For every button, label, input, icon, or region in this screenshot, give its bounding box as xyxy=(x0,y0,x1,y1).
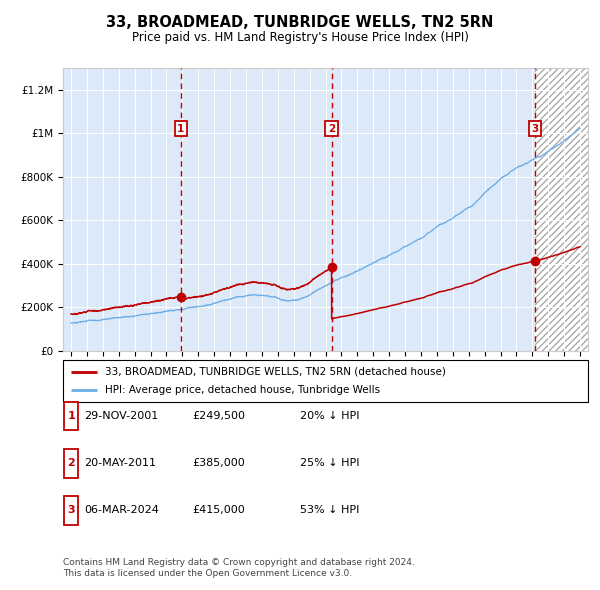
Text: 1: 1 xyxy=(68,411,75,421)
Text: 2: 2 xyxy=(328,124,335,134)
Text: 20% ↓ HPI: 20% ↓ HPI xyxy=(300,411,359,421)
Text: Price paid vs. HM Land Registry's House Price Index (HPI): Price paid vs. HM Land Registry's House … xyxy=(131,31,469,44)
Text: 3: 3 xyxy=(532,124,539,134)
FancyBboxPatch shape xyxy=(63,360,588,402)
Text: 1: 1 xyxy=(177,124,185,134)
Text: 33, BROADMEAD, TUNBRIDGE WELLS, TN2 5RN: 33, BROADMEAD, TUNBRIDGE WELLS, TN2 5RN xyxy=(106,15,494,30)
Text: 06-MAR-2024: 06-MAR-2024 xyxy=(84,506,159,515)
FancyBboxPatch shape xyxy=(64,449,79,477)
Text: 3: 3 xyxy=(68,506,75,515)
FancyBboxPatch shape xyxy=(64,496,79,525)
Text: HPI: Average price, detached house, Tunbridge Wells: HPI: Average price, detached house, Tunb… xyxy=(105,385,380,395)
FancyBboxPatch shape xyxy=(64,402,79,430)
Text: 20-MAY-2011: 20-MAY-2011 xyxy=(84,458,156,468)
Text: 53% ↓ HPI: 53% ↓ HPI xyxy=(300,506,359,515)
Text: 25% ↓ HPI: 25% ↓ HPI xyxy=(300,458,359,468)
Text: 2: 2 xyxy=(68,458,75,468)
Text: £415,000: £415,000 xyxy=(192,506,245,515)
Text: £385,000: £385,000 xyxy=(192,458,245,468)
Text: Contains HM Land Registry data © Crown copyright and database right 2024.
This d: Contains HM Land Registry data © Crown c… xyxy=(63,558,415,578)
Bar xyxy=(535,68,588,351)
Text: 33, BROADMEAD, TUNBRIDGE WELLS, TN2 5RN (detached house): 33, BROADMEAD, TUNBRIDGE WELLS, TN2 5RN … xyxy=(105,367,446,377)
Text: 29-NOV-2001: 29-NOV-2001 xyxy=(84,411,158,421)
Text: £249,500: £249,500 xyxy=(192,411,245,421)
